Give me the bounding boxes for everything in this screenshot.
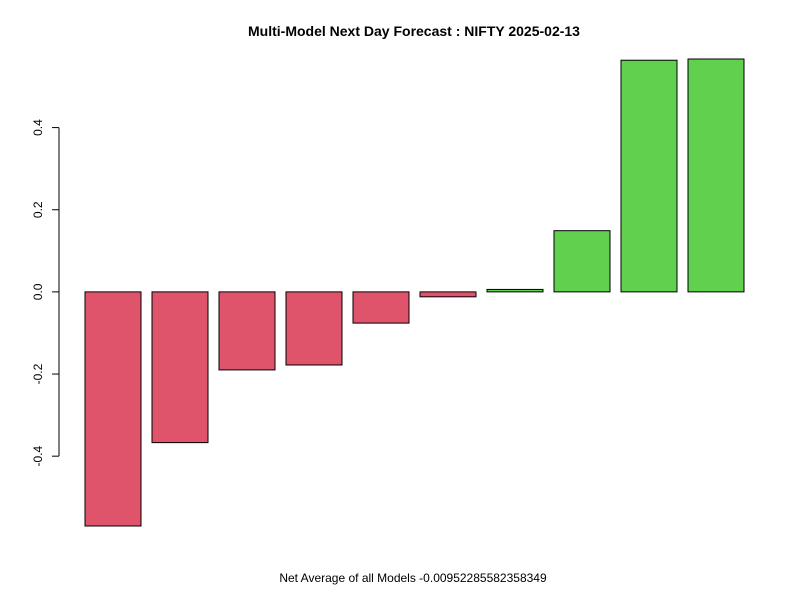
- y-tick-label: -0.2: [31, 363, 45, 384]
- y-axis: -0.4 -0.2 0.0 0.2 0.4: [31, 119, 60, 467]
- bar-2: [151, 291, 209, 444]
- bar-6: [419, 291, 477, 298]
- y-tick-label: 0.4: [31, 119, 45, 136]
- bar-10: [687, 58, 745, 293]
- bar-8: [553, 230, 611, 293]
- y-tick-label: -0.4: [31, 446, 45, 467]
- y-tick-label: 0.0: [31, 283, 45, 300]
- bar-5: [352, 291, 410, 324]
- bars-group: [84, 58, 745, 527]
- bar-1: [84, 291, 142, 527]
- x-axis-label: Net Average of all Models -0.00952285582…: [279, 571, 547, 585]
- chart-title: Multi-Model Next Day Forecast : NIFTY 20…: [248, 23, 580, 39]
- bar-9: [620, 59, 678, 293]
- bar-3: [218, 291, 276, 371]
- bar-7: [486, 288, 544, 293]
- y-tick-label: 0.2: [31, 201, 45, 218]
- bar-4: [285, 291, 343, 366]
